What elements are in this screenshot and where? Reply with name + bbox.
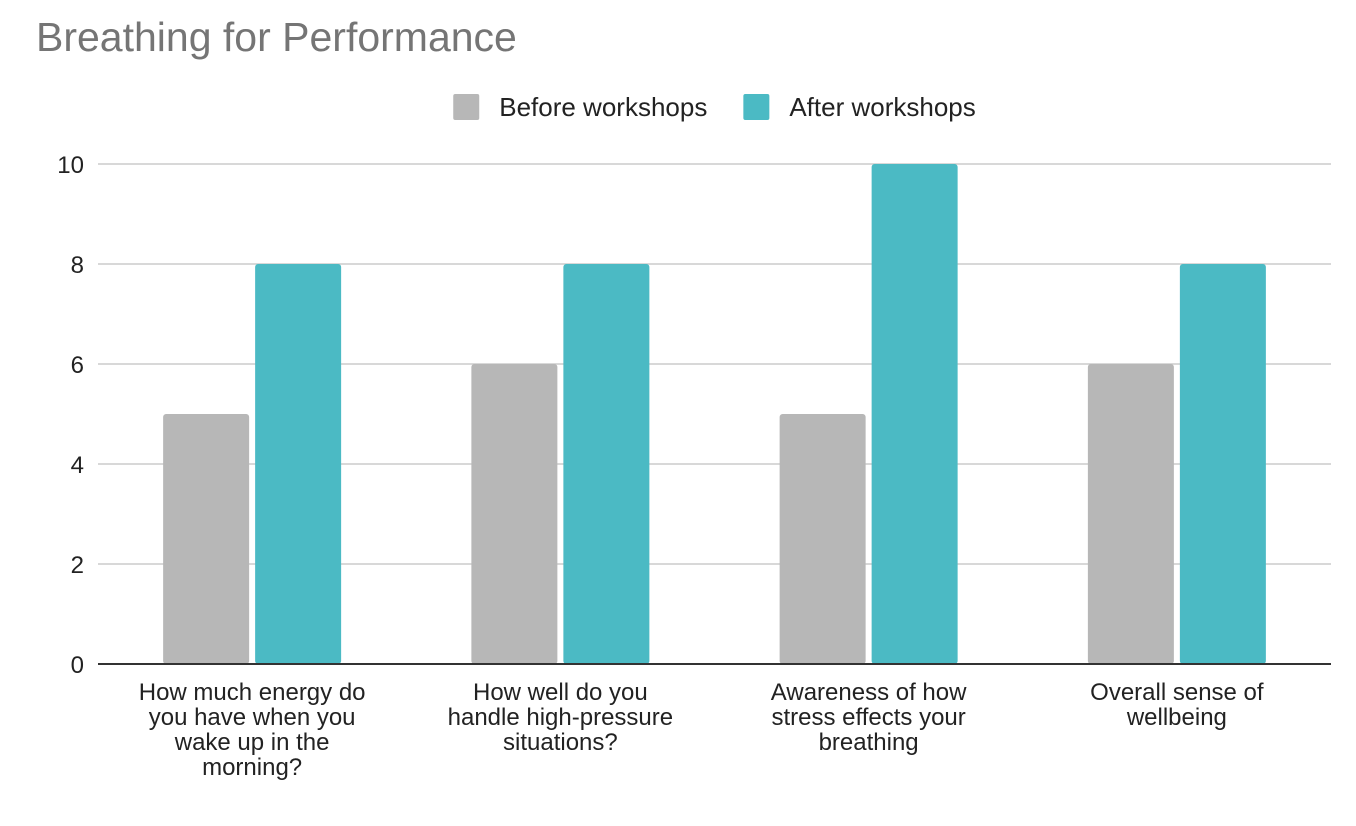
x-tick-label-line: How well do you: [473, 679, 648, 706]
x-tick-label-line: breathing: [818, 729, 919, 756]
legend-swatch: [743, 94, 770, 120]
x-tick-label: Awareness of how stress effects your breat…: [734, 680, 1004, 755]
legend-item-after: After workshops: [743, 92, 976, 122]
x-tick-label-line: Overall sense of: [1090, 679, 1264, 706]
x-tick-label-line: stress effects your: [771, 704, 966, 731]
bar-after-4: [1179, 264, 1266, 664]
x-tick-label-line: How much energy do: [138, 679, 366, 706]
bar-before-3: [779, 414, 866, 664]
legend-label: Before workshops: [499, 92, 707, 122]
x-tick-label-line: wellbeing: [1126, 704, 1227, 731]
x-tick-label-line: morning?: [202, 754, 303, 781]
x-tick-label-line: situations?: [503, 729, 618, 756]
bar-after-2: [563, 264, 650, 664]
y-tick-label: 8: [71, 252, 84, 279]
y-tick-label: 6: [71, 352, 84, 379]
bar-after-1: [255, 264, 342, 664]
bar-before-1: [163, 414, 250, 664]
legend-item-before: Before workshops: [453, 92, 707, 122]
y-tick-label: 2: [71, 552, 84, 579]
legend: Before workshops After workshops: [453, 92, 976, 122]
y-tick-label: 4: [71, 452, 84, 479]
bar-before-4: [1087, 364, 1174, 664]
bars: [163, 164, 1266, 664]
x-tick-label: Overall sense of wellbeing: [1042, 680, 1312, 730]
y-tick-label: 0: [71, 652, 84, 679]
bar-before-2: [471, 364, 558, 664]
bar-after-3: [871, 164, 958, 664]
chart-title: Breathing for Performance: [36, 14, 517, 60]
x-tick-label-line: Awareness of how: [770, 679, 967, 706]
x-tick-label: How much energy do you have when you wake …: [117, 680, 387, 780]
y-tick-label: 10: [57, 152, 84, 179]
x-tick-label-line: wake up in the: [174, 729, 330, 756]
legend-label: After workshops: [789, 92, 975, 122]
x-tick-label-line: you have when you: [148, 704, 356, 731]
x-tick-label-line: handle high-pressure: [447, 704, 674, 731]
x-tick-label: How well do you handle high-pressure situa…: [425, 680, 695, 755]
y-axis-ticks: 0 2 4 6 8 10: [57, 152, 84, 679]
legend-swatch: [453, 94, 480, 120]
